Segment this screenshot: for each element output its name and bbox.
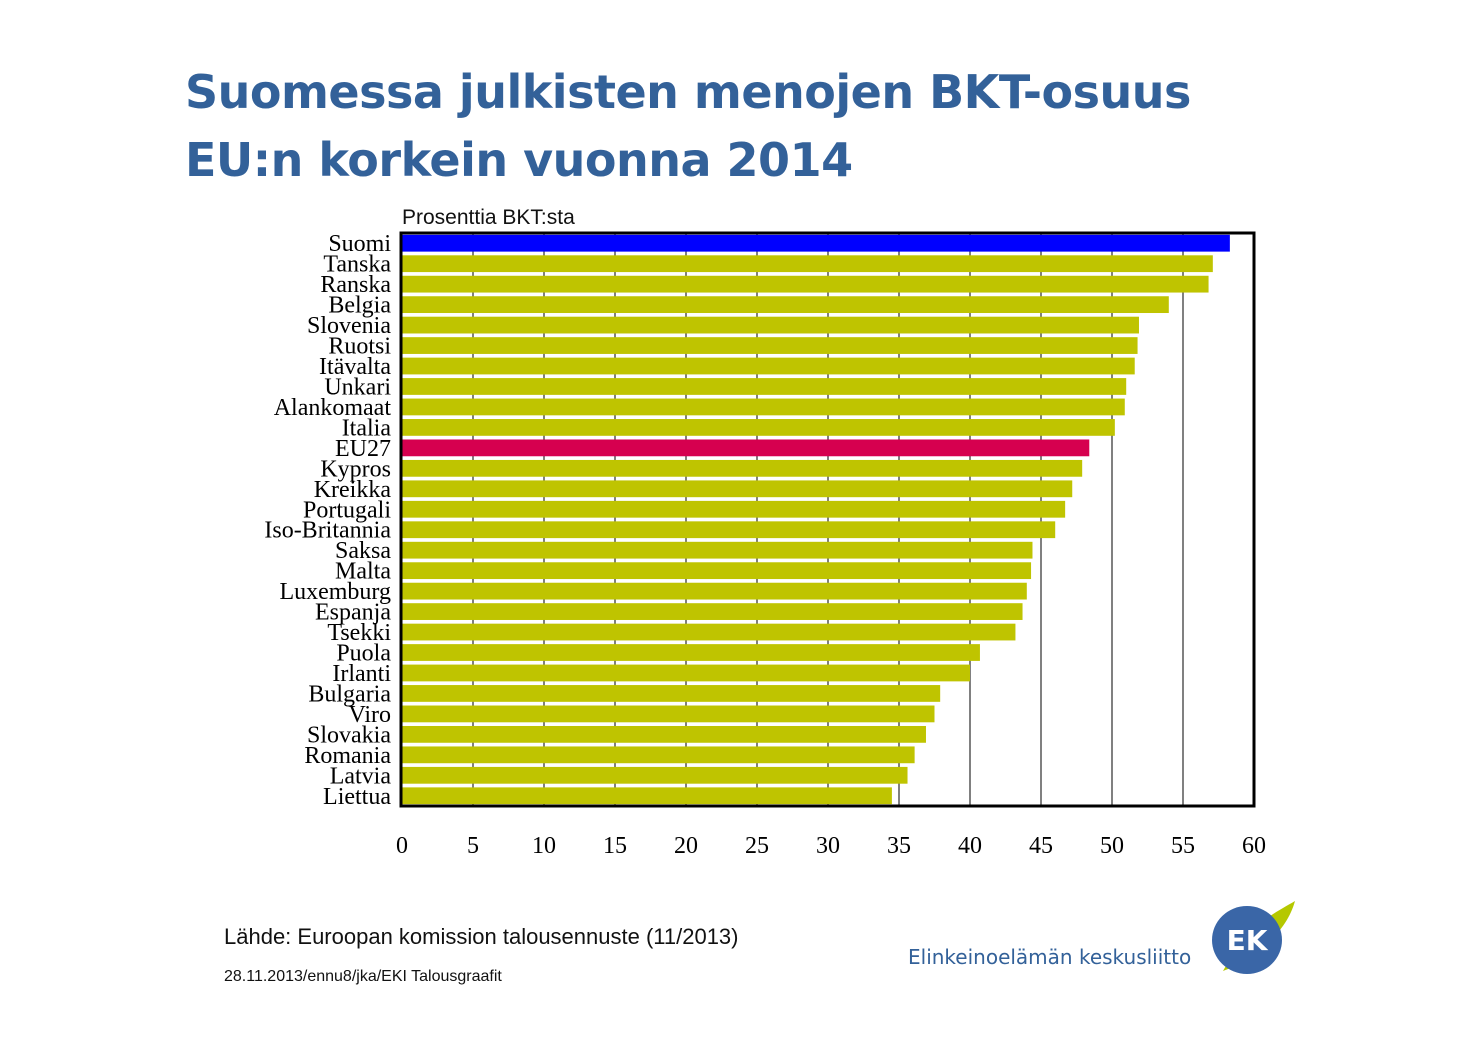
x-tick-label: 35: [887, 833, 911, 859]
bar-kreikka: [402, 480, 1073, 498]
x-tick-label: 5: [467, 833, 479, 859]
category-label: Espanja: [315, 600, 391, 626]
bar-saksa: [402, 541, 1033, 559]
bar-chart: Prosenttia BKT:sta SuomiTanskaRanskaBelg…: [264, 206, 1266, 859]
x-tick-label: 55: [1171, 833, 1195, 859]
bar-portugali: [402, 500, 1066, 518]
bar-unkari: [402, 378, 1127, 395]
category-label: Suomi: [328, 231, 391, 257]
bar-ruotsi: [402, 337, 1138, 354]
category-label: Puola: [336, 641, 391, 667]
logo-circle: [1212, 906, 1282, 974]
title-line-2: EU:n korkein vuonna 2014: [185, 133, 853, 187]
x-tick-label: 45: [1029, 833, 1053, 859]
bar-italia: [402, 419, 1115, 436]
source-note: Lähde: Euroopan komission talousennuste …: [224, 924, 739, 949]
x-tick-label: 0: [396, 833, 408, 859]
category-label: Latvia: [330, 763, 392, 789]
category-label: Viro: [348, 702, 391, 728]
bar-tanska: [402, 255, 1213, 273]
category-label: Saksa: [335, 538, 391, 564]
category-label: Slovenia: [307, 313, 391, 339]
logo-text: Elinkeinoelämän keskusliitto: [908, 945, 1192, 969]
page-title: Suomessa julkisten menojen BKT-osuus EU:…: [185, 58, 1191, 194]
category-label: Iso-Britannia: [264, 518, 391, 544]
bar-itävalta: [402, 357, 1135, 375]
category-label: Portugali: [303, 497, 391, 523]
bar-viro: [402, 705, 935, 723]
ek-logo-icon: EK: [1212, 901, 1295, 974]
bars: [402, 234, 1230, 805]
bar-irlanti: [402, 664, 970, 682]
category-label: Unkari: [324, 374, 391, 400]
plot-frame: [399, 231, 1256, 808]
x-tick-labels: 0 5 10 15 20 25 30 35 40 45 50 55 60: [396, 833, 1266, 859]
footer-note: 28.11.2013/ennu8/jka/EKI Talousgraafit: [224, 968, 502, 985]
category-label: Tsekki: [327, 620, 391, 646]
category-label: Alankomaat: [274, 395, 392, 421]
category-label: Irlanti: [332, 661, 391, 687]
bar-liettua: [402, 787, 892, 805]
bar-suomi: [402, 234, 1230, 252]
bar-slovakia: [402, 725, 926, 743]
category-label: Ruotsi: [328, 334, 391, 360]
category-label: Itävalta: [319, 354, 391, 380]
category-label: Tanska: [323, 252, 391, 278]
category-label: Kreikka: [314, 477, 392, 503]
category-label: Liettua: [323, 784, 391, 810]
title-line-1: Suomessa julkisten menojen BKT-osuus: [185, 65, 1191, 119]
category-label: Bulgaria: [308, 681, 391, 707]
category-labels: SuomiTanskaRanskaBelgiaSloveniaRuotsiItä…: [264, 231, 391, 810]
bar-romania: [402, 746, 915, 764]
bar-alankomaat: [402, 398, 1125, 416]
bar-puola: [402, 644, 980, 661]
category-label: Ranska: [320, 272, 391, 298]
x-tick-label: 10: [532, 833, 556, 859]
logo-mark: EK: [1227, 924, 1269, 957]
bar-slovenia: [402, 316, 1139, 334]
x-tick-label: 40: [958, 833, 982, 859]
category-label: Luxemburg: [279, 579, 391, 605]
x-tick-label: 25: [745, 833, 769, 859]
x-tick-label: 50: [1100, 833, 1124, 859]
category-label: Italia: [342, 415, 392, 441]
x-tick-label: 60: [1242, 833, 1266, 859]
bar-malta: [402, 562, 1032, 580]
bar-espanja: [402, 603, 1023, 620]
x-tick-label: 20: [674, 833, 698, 859]
category-label: Kypros: [320, 456, 391, 482]
category-label: Slovakia: [307, 722, 391, 748]
x-tick-label: 30: [816, 833, 840, 859]
x-tick-label: 15: [603, 833, 627, 859]
bar-latvia: [402, 766, 908, 784]
category-label: Belgia: [328, 293, 391, 319]
bar-belgia: [402, 296, 1169, 314]
category-label: Malta: [335, 559, 391, 585]
chart-unit-label: Prosenttia BKT:sta: [402, 206, 575, 229]
bar-tsekki: [402, 623, 1016, 641]
bar-kypros: [402, 459, 1083, 477]
bar-bulgaria: [402, 685, 941, 702]
bar-luxemburg: [402, 582, 1027, 600]
category-label: EU27: [335, 436, 391, 462]
category-label: Romania: [304, 743, 391, 769]
bar-eu27: [402, 439, 1090, 457]
bar-iso-britannia: [402, 521, 1056, 539]
bar-ranska: [402, 275, 1209, 293]
